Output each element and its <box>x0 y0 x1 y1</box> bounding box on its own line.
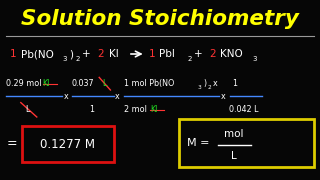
Text: 1: 1 <box>149 49 156 59</box>
Text: Pb(NO: Pb(NO <box>21 49 54 59</box>
Text: 3: 3 <box>253 55 257 62</box>
Text: 2 mol: 2 mol <box>124 105 147 114</box>
Bar <box>22 126 114 162</box>
Text: L: L <box>26 105 30 114</box>
Text: x: x <box>64 92 69 101</box>
Text: L: L <box>102 79 106 88</box>
Text: KI: KI <box>43 79 50 88</box>
Text: 0.037: 0.037 <box>72 79 95 88</box>
Text: KNO: KNO <box>220 49 243 59</box>
Text: x: x <box>115 92 120 101</box>
Text: 1 mol Pb(NO: 1 mol Pb(NO <box>124 79 174 88</box>
Text: KI: KI <box>150 105 158 114</box>
Text: PbI: PbI <box>159 49 175 59</box>
Text: 2: 2 <box>98 49 104 59</box>
Text: 1: 1 <box>232 79 237 88</box>
Text: 3: 3 <box>197 85 201 90</box>
Text: ): ) <box>69 49 73 59</box>
Text: +: + <box>194 49 202 59</box>
Text: 2: 2 <box>187 55 192 62</box>
Text: 2: 2 <box>210 49 216 59</box>
Text: mol: mol <box>224 129 243 139</box>
Text: +: + <box>82 49 90 59</box>
Text: ): ) <box>204 79 207 88</box>
Text: 0.042 L: 0.042 L <box>229 105 258 114</box>
Text: Solution Stoichiometry: Solution Stoichiometry <box>21 9 299 29</box>
Text: KI: KI <box>109 49 118 59</box>
Text: 1: 1 <box>10 49 16 59</box>
Text: 0.1277 M: 0.1277 M <box>40 138 95 150</box>
Text: x: x <box>221 92 226 101</box>
Text: M =: M = <box>187 138 210 148</box>
Text: x: x <box>213 79 218 88</box>
Text: 0.29 mol: 0.29 mol <box>6 79 41 88</box>
Text: 2: 2 <box>75 55 80 62</box>
Text: 1: 1 <box>89 105 94 114</box>
Bar <box>179 119 314 167</box>
Text: =: = <box>6 138 17 150</box>
Text: L: L <box>231 151 236 161</box>
Text: 3: 3 <box>62 55 67 62</box>
Text: 2: 2 <box>208 85 212 90</box>
